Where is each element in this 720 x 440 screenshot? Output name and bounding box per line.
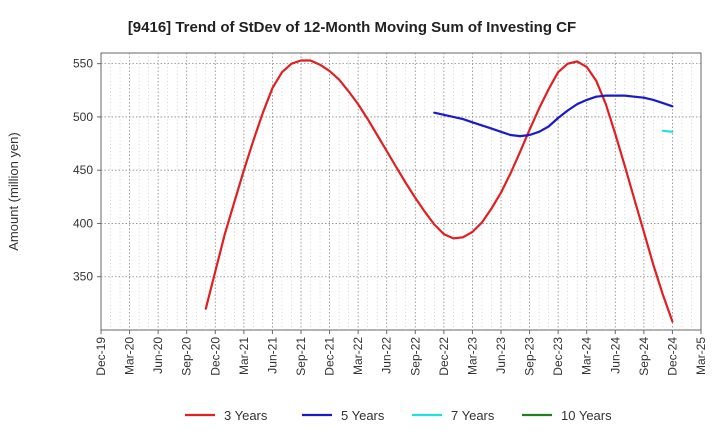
y-tick-label: 500	[73, 110, 93, 124]
x-tick-label: Mar-24	[580, 337, 594, 375]
x-tick-label: Mar-23	[465, 337, 479, 375]
legend-label: 5 Years	[341, 408, 385, 423]
y-axis: 350 400 450 500 550	[73, 57, 101, 284]
x-tick-label: Jun-24	[608, 337, 622, 374]
legend: 3 Years 5 Years 7 Years 10 Years	[185, 408, 612, 423]
x-tick-label: Jun-21	[265, 337, 279, 374]
x-tick-label: Mar-20	[123, 337, 137, 375]
plot-frame	[100, 52, 702, 331]
legend-label: 7 Years	[451, 408, 495, 423]
x-tick-label: Mar-22	[351, 337, 365, 375]
x-tick-label: Sep-24	[637, 337, 651, 376]
x-tick-label: Sep-23	[523, 337, 537, 376]
y-tick-label: 350	[73, 270, 93, 284]
chart-title: [9416] Trend of StDev of 12-Month Moving…	[128, 19, 576, 36]
x-tick-label: Jun-22	[380, 337, 394, 374]
x-tick-label: Dec-24	[665, 337, 679, 376]
x-tick-label: Sep-22	[408, 337, 422, 376]
x-tick-label: Mar-21	[237, 337, 251, 375]
plot-area	[100, 52, 702, 331]
legend-label: 3 Years	[224, 408, 268, 423]
y-tick-label: 450	[73, 163, 93, 177]
x-axis: Dec-19 Mar-20 Jun-20 Sep-20 Dec-20 Mar-21 Jun-…	[94, 330, 708, 376]
y-axis-label: Amount (million yen)	[6, 132, 21, 251]
series-line-3-years	[204, 59, 674, 323]
x-tick-label: Dec-19	[94, 337, 108, 376]
y-tick-label: 550	[73, 57, 93, 71]
x-tick-label: Jun-23	[494, 337, 508, 374]
series-line-5-years	[433, 94, 674, 138]
legend-label: 10 Years	[561, 408, 612, 423]
x-tick-label: Dec-23	[551, 337, 565, 376]
series-layer	[204, 59, 674, 323]
x-tick-label: Dec-21	[323, 337, 337, 376]
series-line-7-years	[661, 129, 674, 133]
x-tick-label: Jun-20	[151, 337, 165, 374]
x-tick-label: Dec-22	[437, 337, 451, 376]
grid	[101, 53, 701, 330]
y-tick-label: 400	[73, 216, 93, 230]
x-tick-label: Sep-21	[294, 337, 308, 376]
x-tick-label: Mar-25	[694, 337, 708, 375]
x-tick-label: Dec-20	[208, 337, 222, 376]
x-tick-label: Sep-20	[180, 337, 194, 376]
